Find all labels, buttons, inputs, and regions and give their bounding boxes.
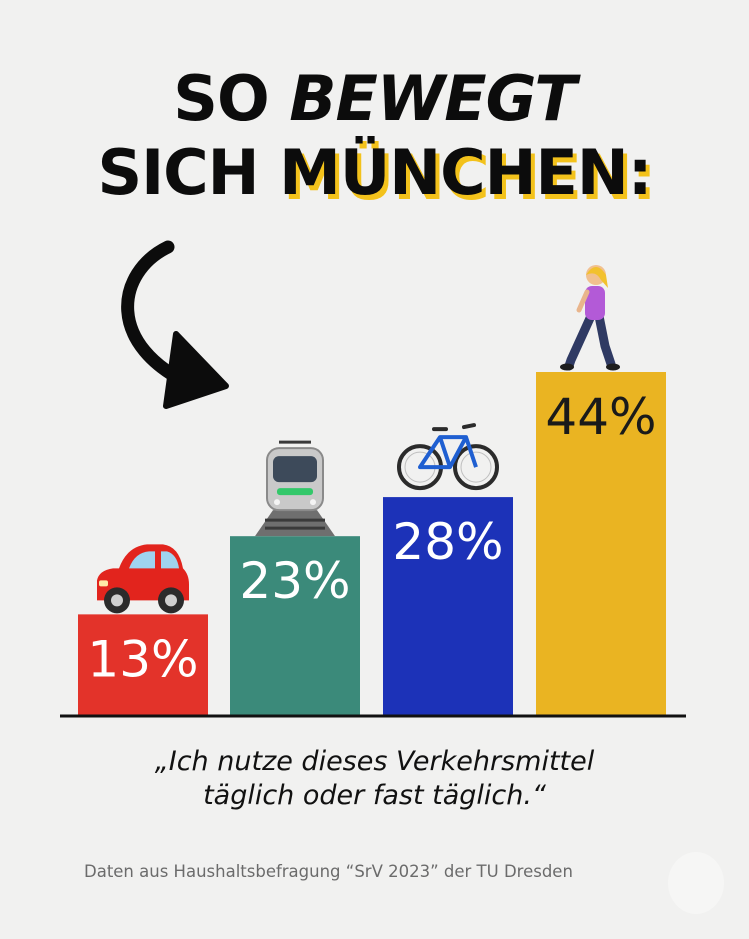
quote-line-1: „Ich nutze dieses Verkehrsmittel: [154, 746, 595, 777]
data-source-note: Daten aus Haushaltsbefragung “SrV 2023” …: [84, 862, 573, 881]
title-word-muenchen: MÜNCHEN:: [279, 136, 652, 209]
title-line-2: SICH MÜNCHEN:: [0, 142, 749, 204]
bar-value-label-2: 23%: [239, 552, 350, 610]
pedestrian-icon: [560, 265, 620, 371]
bicycle-icon: [397, 423, 499, 491]
bar-value-label-3: 28%: [392, 513, 503, 571]
bar-2: [230, 536, 360, 716]
corner-dot: [668, 852, 724, 914]
bar-value-label-4: 44%: [545, 388, 656, 446]
title-word-sich: SICH: [97, 136, 259, 209]
bar-4: [536, 372, 666, 716]
title-word-bewegt: BEWEGT: [289, 62, 576, 135]
quote-line-2: täglich oder fast täglich.“: [203, 780, 546, 811]
title-word-so: SO: [173, 62, 269, 135]
survey-quote: „Ich nutze dieses Verkehrsmittel täglich…: [0, 745, 749, 813]
car-icon: [97, 544, 189, 614]
bar-1: [78, 614, 208, 716]
tram-icon: [255, 440, 335, 537]
bar-value-label-1: 13%: [87, 630, 198, 688]
title-line-1: SO BEWEGT: [0, 68, 749, 130]
bar-3: [383, 497, 513, 716]
